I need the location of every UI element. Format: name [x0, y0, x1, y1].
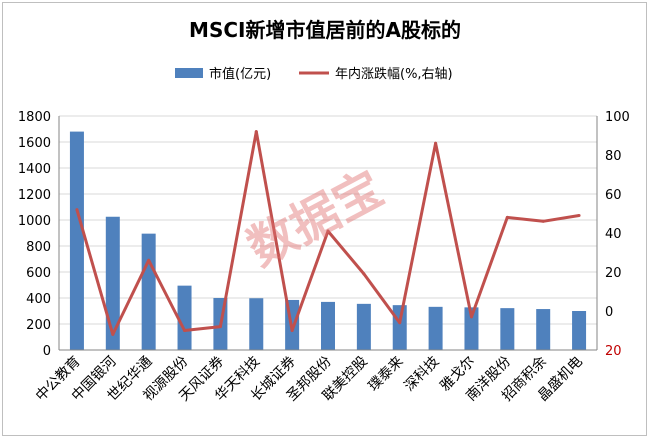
y-right-tick-label: 0: [605, 305, 613, 320]
y-left-tick-label: 0: [43, 344, 51, 359]
x-category-label: 璞泰来: [366, 354, 407, 395]
y-left-tick-label: 1000: [18, 214, 51, 229]
y-left-tick-label: 1400: [18, 162, 51, 177]
y-right-tick-label: 20: [605, 266, 622, 281]
bars-series: [69, 131, 587, 350]
bar: [69, 131, 84, 350]
bar: [356, 303, 371, 350]
y-left-tick-label: 200: [26, 318, 51, 333]
line-point: [469, 315, 473, 319]
bar: [464, 307, 479, 350]
bar: [428, 306, 443, 350]
legend: 市值(亿元) 年内涨跌幅(%,右轴): [175, 66, 453, 82]
bar: [321, 301, 335, 350]
line-point: [326, 229, 330, 233]
y-left-tick-label: 600: [26, 266, 51, 281]
bar: [572, 311, 587, 350]
y-right-tick-label: 80: [605, 149, 622, 164]
line-point: [183, 329, 187, 332]
line-point: [147, 258, 151, 262]
y-right-tick-label: 60: [605, 188, 622, 203]
watermark-text: 数据宝: [239, 160, 392, 277]
line-point: [577, 213, 581, 217]
line-point: [218, 325, 222, 329]
bar: [536, 309, 551, 350]
bar: [392, 305, 407, 350]
bar: [177, 285, 192, 350]
legend-label-line: 年内涨跌幅(%,右轴): [335, 66, 453, 82]
y-left-tick-label: 800: [26, 240, 51, 255]
line-point: [398, 321, 402, 325]
bar: [105, 216, 120, 350]
watermark: 数据宝: [239, 160, 392, 277]
line-point: [254, 130, 258, 134]
line-point: [362, 272, 366, 276]
line-point: [505, 215, 509, 219]
bar: [249, 298, 264, 350]
line-point: [75, 208, 79, 212]
bar: [141, 233, 156, 350]
y-left-tick-label: 1200: [18, 188, 51, 203]
y-left-tick-label: 400: [26, 292, 51, 307]
x-category-label: 深科技: [401, 354, 442, 395]
legend-swatch-bar: [175, 68, 203, 78]
line-point: [434, 141, 438, 145]
line-point: [290, 329, 294, 332]
y-right-tick-label: 40: [605, 227, 622, 242]
line-series: [75, 130, 581, 336]
legend-label-bar: 市值(亿元): [209, 66, 271, 82]
y-left-tick-label: 1600: [18, 136, 51, 151]
y-right-tick-label: 100: [605, 110, 630, 125]
chart-title: MSCI新增市值居前的A股标的: [189, 18, 461, 42]
y-right-tick-label: 20: [605, 344, 622, 359]
line-point: [541, 219, 545, 223]
bar: [500, 308, 515, 350]
line-point: [111, 332, 115, 336]
y-left-tick-label: 1800: [18, 110, 51, 125]
chart-svg: MSCI新增市值居前的A股标的 市值(亿元) 年内涨跌幅(%,右轴) 020040…: [18, 18, 630, 404]
